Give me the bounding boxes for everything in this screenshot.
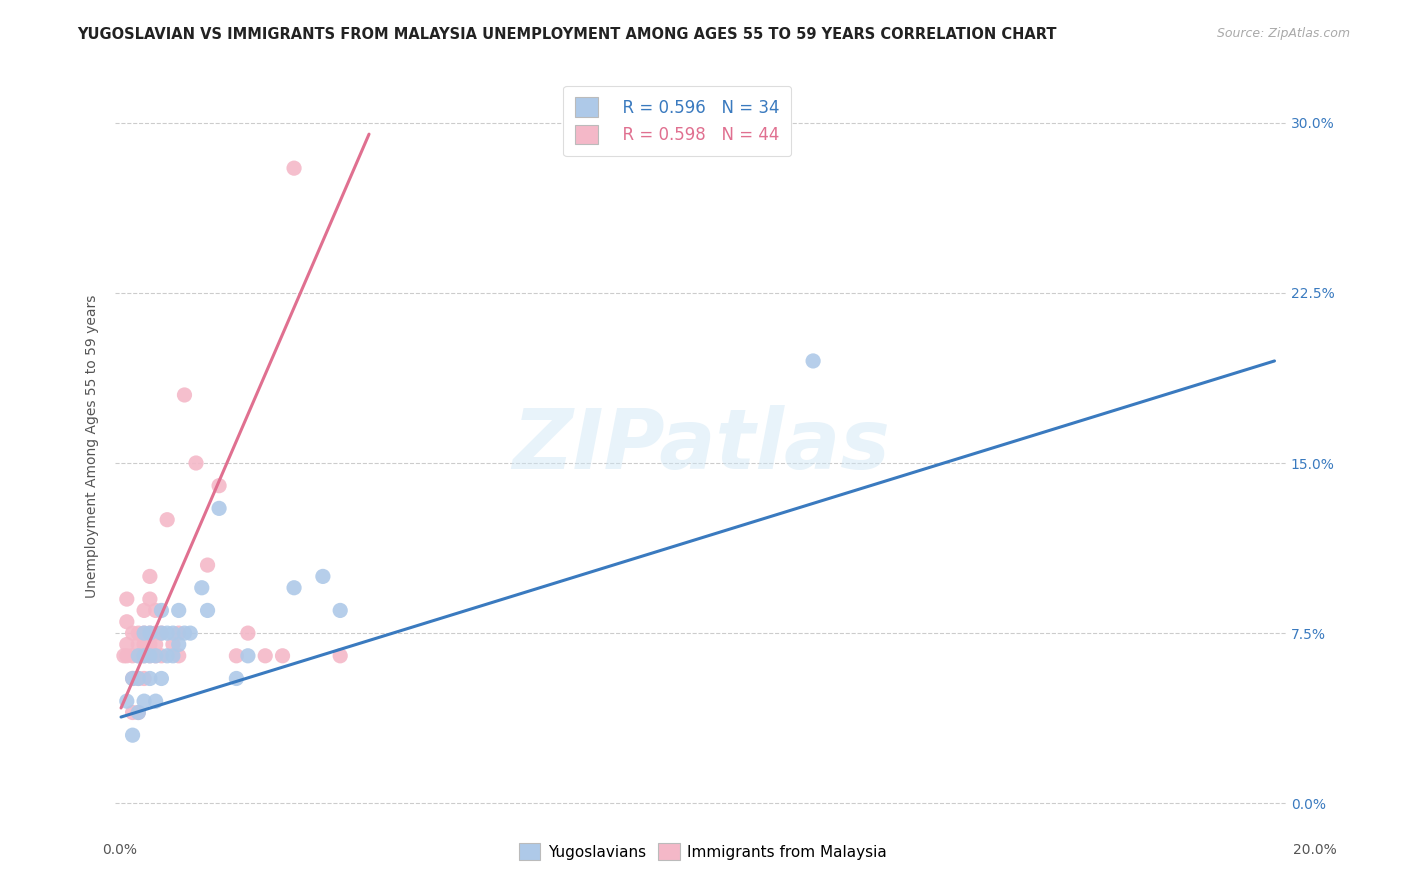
Point [115, 648, 138, 663]
Point [139, 592, 162, 607]
Point [132, 603, 155, 617]
Point [121, 706, 143, 720]
Point [150, 626, 173, 640]
Point [127, 626, 149, 640]
Point [145, 648, 167, 663]
Point [139, 569, 162, 583]
Text: 20.0%: 20.0% [1292, 843, 1337, 857]
Point [145, 603, 167, 617]
Text: Source: ZipAtlas.com: Source: ZipAtlas.com [1216, 27, 1350, 40]
Point [127, 637, 149, 651]
Point [145, 694, 167, 708]
Point [271, 648, 294, 663]
Point [150, 626, 173, 640]
Point [225, 672, 247, 686]
Point [208, 478, 231, 492]
Point [801, 354, 824, 368]
Point [139, 626, 162, 640]
Point [179, 626, 201, 640]
Point [156, 648, 179, 663]
Point [173, 388, 195, 402]
Point [150, 648, 173, 663]
Point [139, 648, 162, 663]
Point [191, 581, 214, 595]
Point [150, 603, 173, 617]
Point [156, 513, 179, 527]
Point [127, 672, 149, 686]
Point [132, 626, 155, 640]
Point [162, 648, 184, 663]
Point [197, 558, 219, 572]
Point [121, 648, 143, 663]
Point [115, 637, 138, 651]
Point [132, 648, 155, 663]
Point [145, 626, 167, 640]
Point [150, 672, 173, 686]
Point [145, 637, 167, 651]
Point [167, 626, 190, 640]
Point [132, 637, 155, 651]
Point [121, 672, 143, 686]
Point [197, 603, 219, 617]
Point [162, 637, 184, 651]
Point [115, 615, 138, 629]
Point [145, 648, 167, 663]
Y-axis label: Unemployment Among Ages 55 to 59 years: Unemployment Among Ages 55 to 59 years [86, 294, 100, 598]
Point [127, 648, 149, 663]
Point [225, 648, 247, 663]
Point [173, 626, 195, 640]
Point [139, 672, 162, 686]
Point [167, 603, 190, 617]
Point [329, 648, 352, 663]
Point [184, 456, 207, 470]
Point [132, 672, 155, 686]
Point [283, 161, 305, 176]
Point [127, 648, 149, 663]
Point [115, 694, 138, 708]
Point [156, 626, 179, 640]
Point [283, 581, 305, 595]
Legend: Yugoslavians, Immigrants from Malaysia: Yugoslavians, Immigrants from Malaysia [513, 837, 893, 866]
Point [132, 694, 155, 708]
Point [127, 706, 149, 720]
Point [139, 626, 162, 640]
Text: 0.0%: 0.0% [103, 843, 136, 857]
Point [139, 637, 162, 651]
Point [162, 626, 184, 640]
Point [254, 648, 277, 663]
Point [312, 569, 335, 583]
Legend:   R = 0.596   N = 34,   R = 0.598   N = 44: R = 0.596 N = 34, R = 0.598 N = 44 [564, 86, 792, 156]
Text: YUGOSLAVIAN VS IMMIGRANTS FROM MALAYSIA UNEMPLOYMENT AMONG AGES 55 TO 59 YEARS C: YUGOSLAVIAN VS IMMIGRANTS FROM MALAYSIA … [77, 27, 1057, 42]
Point [112, 648, 135, 663]
Point [121, 626, 143, 640]
Point [115, 592, 138, 607]
Point [132, 648, 155, 663]
Point [127, 672, 149, 686]
Point [329, 603, 352, 617]
Point [139, 648, 162, 663]
Point [121, 728, 143, 742]
Point [132, 626, 155, 640]
Point [167, 637, 190, 651]
Point [236, 648, 259, 663]
Point [236, 626, 259, 640]
Text: ZIPatlas: ZIPatlas [512, 406, 890, 486]
Point [127, 706, 149, 720]
Point [121, 672, 143, 686]
Point [167, 648, 190, 663]
Point [208, 501, 231, 516]
